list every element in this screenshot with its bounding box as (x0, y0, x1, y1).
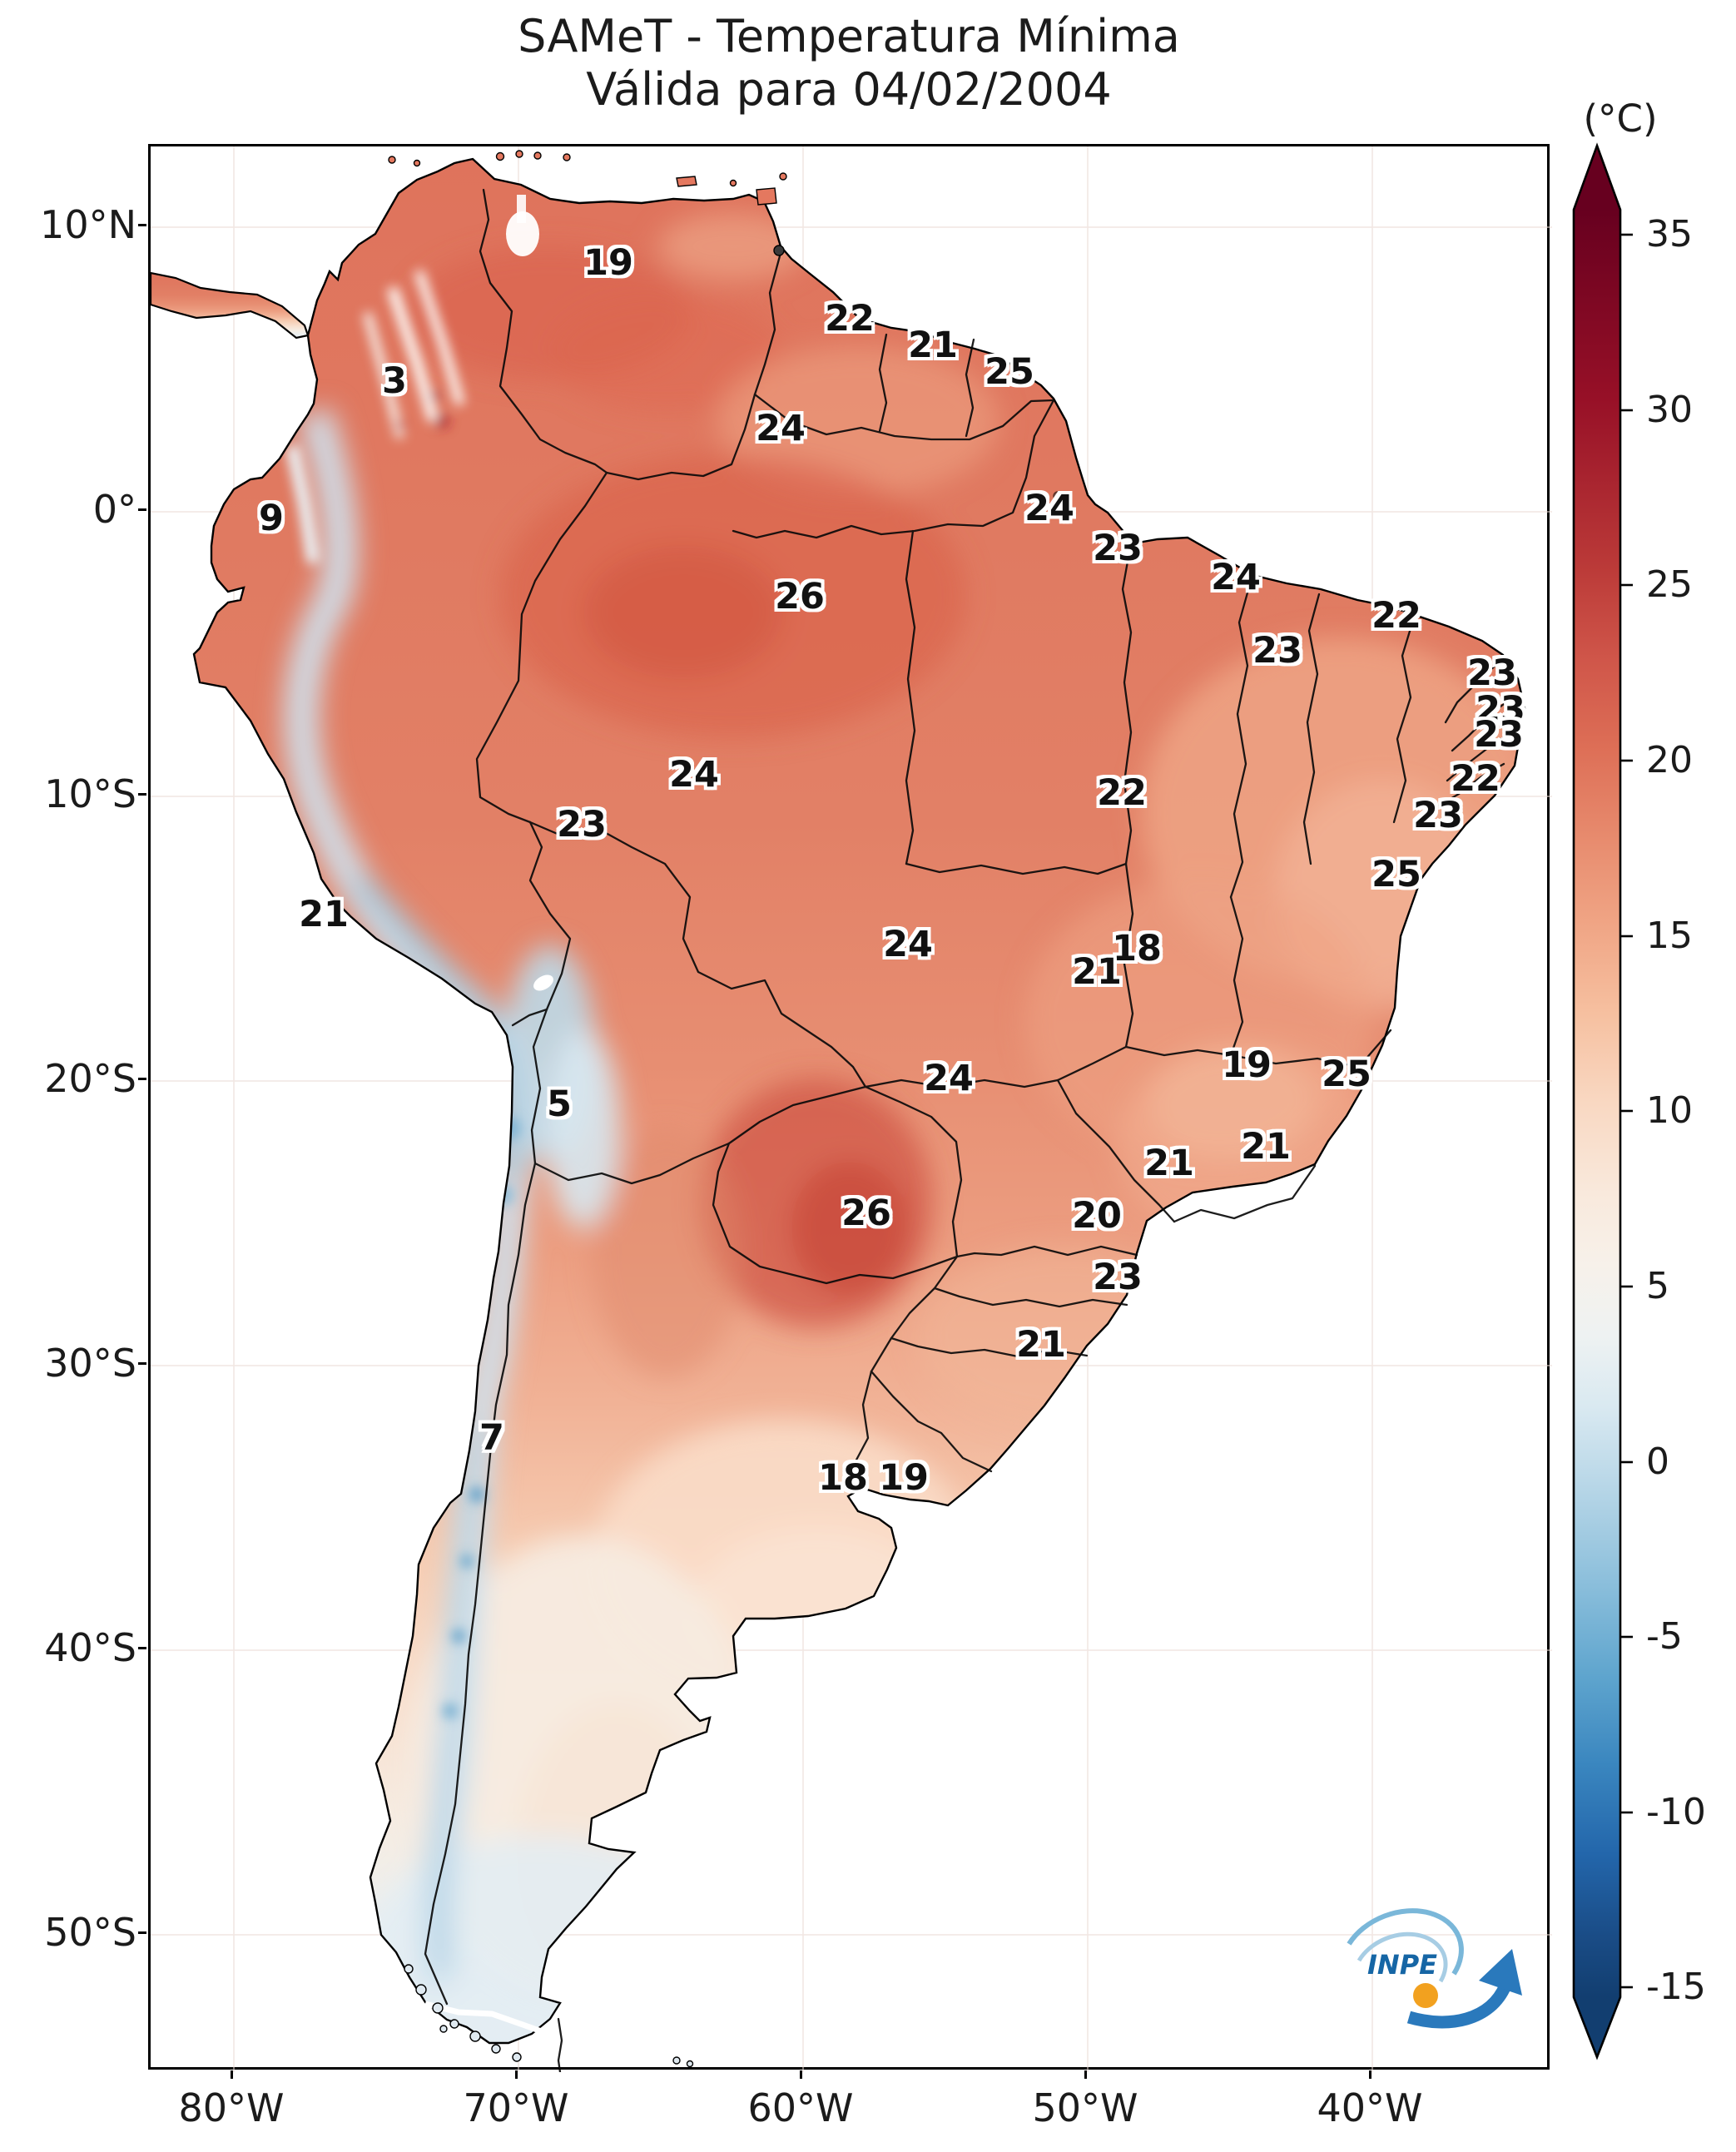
temperature-label: 26 (775, 576, 825, 617)
temperature-label: 24 (1024, 488, 1074, 529)
temperature-label: 25 (985, 351, 1034, 393)
lon-tick-mark (1084, 2070, 1087, 2079)
lat-tick-label-20°S: 20°S (44, 1056, 136, 1101)
lat-tick-mark (138, 793, 146, 796)
temperature-label: 22 (1371, 595, 1421, 637)
lat-tick-label-0°: 0° (92, 487, 136, 532)
title-line-2: Válida para 04/02/2004 (586, 63, 1112, 116)
lon-tick-label-80°W: 80°W (178, 2085, 285, 2130)
political-borders (424, 188, 1519, 2072)
temperature-label: 23 (1093, 1257, 1143, 1298)
lon-tick-label-60°W: 60°W (747, 2085, 854, 2130)
colorbar-bar (1572, 142, 1622, 2060)
temperature-label: 22 (1097, 772, 1147, 814)
temperature-label: 5 (547, 1083, 572, 1125)
temperature-label: 23 (1093, 528, 1143, 569)
map-axes: INPE 19 3 22 21 25 24 9 24 23 26 24 22 23 23 23 23 24 23 2… (148, 144, 1552, 2072)
lat-tick-label-40°S: 40°S (44, 1625, 136, 1670)
colorbar-tick-label-0: 0 (1646, 1440, 1669, 1483)
south-america-map: INPE (151, 146, 1552, 2072)
lat-tick-label-10°N: 10°N (40, 202, 136, 247)
temperature-label: 23 (1252, 630, 1302, 672)
temperature-label: 25 (1322, 1054, 1371, 1095)
temperature-label: 26 (841, 1193, 891, 1234)
colorbar-tick-label-5: 5 (1646, 1265, 1669, 1307)
temperature-label: 23 (1474, 714, 1524, 756)
temperature-label: 24 (924, 1058, 974, 1099)
colorbar-tick-label--5: -5 (1646, 1615, 1683, 1658)
temperature-label: 19 (583, 242, 633, 284)
temperature-label: 24 (669, 754, 719, 796)
inpe-logo-text: INPE (1367, 1949, 1437, 1981)
lat-tick-mark (138, 508, 146, 511)
temperature-label: 21 (1241, 1126, 1291, 1168)
colorbar-tick-label-25: 25 (1646, 563, 1693, 606)
lon-tick-label-40°W: 40°W (1317, 2085, 1423, 2130)
lon-tick-mark (231, 2070, 233, 2079)
lon-tick-label-50°W: 50°W (1032, 2085, 1138, 2130)
lon-tick-mark (800, 2070, 802, 2079)
temperature-label: 23 (1413, 795, 1463, 836)
temperature-label: 18 (818, 1457, 868, 1499)
lat-tick-mark (138, 1931, 146, 1934)
inpe-logo-orange-dot (1413, 1983, 1438, 2008)
temperature-label: 19 (879, 1457, 929, 1499)
colorbar-tick-label--15: -15 (1646, 1966, 1706, 2008)
title-line-1: SAMeT - Temperatura Mínima (518, 10, 1180, 62)
temperature-label: 22 (825, 298, 875, 340)
temperature-label: 20 (1072, 1195, 1122, 1237)
temperature-label: 23 (1476, 689, 1525, 731)
inpe-logo: INPE (1347, 1908, 1522, 2029)
colorbar-tick-label--10: -10 (1646, 1791, 1706, 1833)
colorbar-tick-label-15: 15 (1646, 915, 1693, 957)
colorbar-tick-label-20: 20 (1646, 739, 1693, 781)
lat-tick-label-50°S: 50°S (44, 1910, 136, 1955)
temperature-label: 18 (1112, 928, 1162, 969)
temperature-label: 21 (1072, 951, 1122, 993)
temperature-label: 3 (382, 360, 407, 402)
temperature-label: 24 (756, 408, 806, 449)
temperature-label: 21 (908, 325, 958, 366)
temperature-label: 21 (1144, 1143, 1194, 1184)
temperature-label: 21 (299, 894, 349, 935)
figure-title: SAMeT - Temperatura Mínima Válida para 0… (148, 10, 1550, 117)
temperature-label: 23 (557, 804, 607, 845)
lat-tick-label-10°S: 10°S (44, 771, 136, 816)
lat-tick-mark (138, 1647, 146, 1649)
temperature-label: 24 (883, 924, 933, 965)
colorbar-tick-label-30: 30 (1646, 389, 1693, 431)
inpe-logo-arrow-icon (1479, 1949, 1522, 1996)
lat-tick-mark (138, 224, 146, 226)
lon-tick-label-70°W: 70°W (463, 2085, 569, 2130)
lat-tick-mark (138, 1078, 146, 1080)
colorbar-unit-label: (°C) (1583, 97, 1658, 141)
colorbar-ticks (1620, 233, 1633, 1989)
islands (388, 150, 1063, 2068)
lakes (424, 195, 1057, 2037)
temperature-label: 21 (1016, 1324, 1066, 1366)
colorbar-tick-label-35: 35 (1646, 213, 1693, 255)
temperature-label: 23 (1467, 652, 1517, 694)
temperature-label: 22 (1451, 758, 1500, 800)
temperature-label: 7 (479, 1417, 504, 1459)
temperature-label: 19 (1222, 1044, 1272, 1086)
colorbar (1572, 142, 1633, 2060)
temperature-label: 25 (1371, 854, 1421, 895)
lat-tick-mark (138, 1362, 146, 1365)
colorbar-tick-label-10: 10 (1646, 1089, 1693, 1132)
temperature-label: 9 (259, 498, 284, 539)
temperature-label: 24 (1211, 557, 1261, 598)
lon-tick-mark (1369, 2070, 1371, 2079)
lat-tick-label-30°S: 30°S (44, 1341, 136, 1386)
lon-tick-mark (515, 2070, 518, 2079)
